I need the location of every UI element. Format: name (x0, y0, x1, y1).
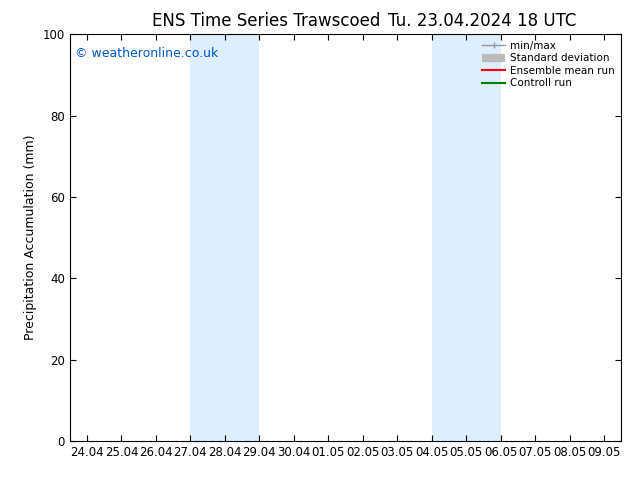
Bar (190, 34, 259, 441)
Bar (432, 34, 501, 441)
Y-axis label: Precipitation Accumulation (mm): Precipitation Accumulation (mm) (24, 135, 37, 341)
Legend: min/max, Standard deviation, Ensemble mean run, Controll run: min/max, Standard deviation, Ensemble me… (479, 37, 618, 92)
Text: ENS Time Series Trawscoed: ENS Time Series Trawscoed (152, 12, 380, 30)
Text: © weatheronline.co.uk: © weatheronline.co.uk (75, 47, 219, 59)
Text: Tu. 23.04.2024 18 UTC: Tu. 23.04.2024 18 UTC (387, 12, 576, 30)
